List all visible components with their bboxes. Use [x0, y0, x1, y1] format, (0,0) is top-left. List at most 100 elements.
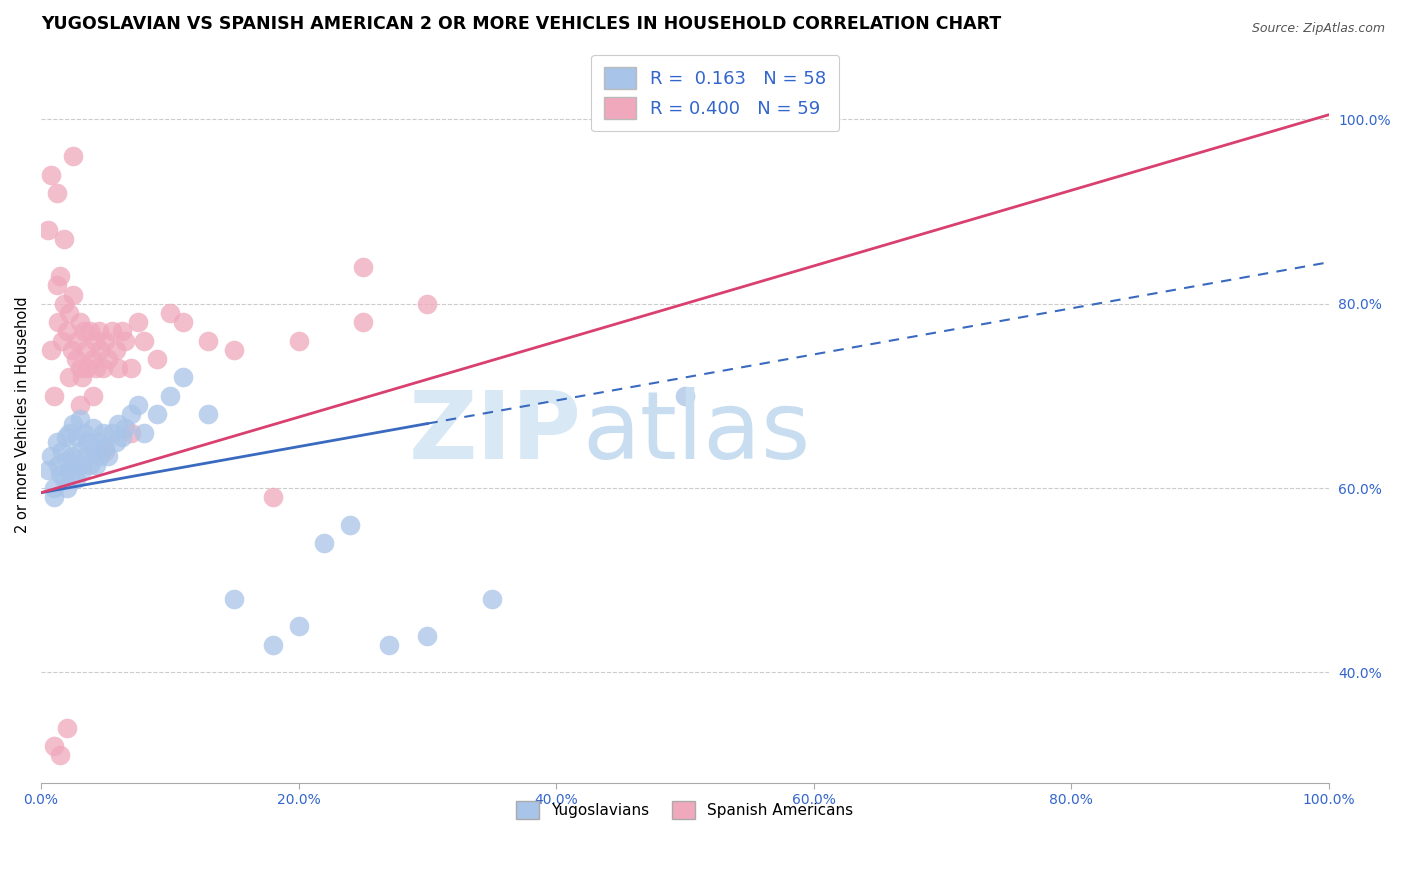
Point — [41, 168, 63, 182]
Point — [197, 408, 219, 422]
Point — [69, 458, 91, 472]
Legend: Yugoslavians, Spanish Americans: Yugoslavians, Spanish Americans — [509, 793, 862, 827]
Text: Source: ZipAtlas.com: Source: ZipAtlas.com — [1251, 22, 1385, 36]
Point — [42, 481, 65, 495]
Y-axis label: 2 or more Vehicles in Household: 2 or more Vehicles in Household — [15, 296, 30, 533]
Point — [481, 591, 503, 606]
Point — [101, 325, 124, 339]
Point — [60, 343, 83, 357]
Point — [66, 334, 89, 348]
Point — [172, 315, 194, 329]
Point — [101, 425, 124, 440]
Text: atlas: atlas — [582, 387, 810, 479]
Point — [104, 343, 127, 357]
Point — [79, 458, 101, 472]
Point — [352, 260, 374, 274]
Point — [56, 481, 79, 495]
Point — [75, 343, 97, 357]
Point — [72, 463, 94, 477]
Point — [262, 638, 284, 652]
Point — [49, 269, 72, 284]
Point — [97, 449, 120, 463]
Point — [58, 306, 80, 320]
Point — [132, 425, 155, 440]
Point — [55, 430, 77, 444]
Point — [314, 536, 336, 550]
Point — [94, 444, 117, 458]
Point — [82, 421, 104, 435]
Point — [69, 361, 91, 376]
Point — [72, 325, 94, 339]
Point — [60, 449, 83, 463]
Point — [146, 352, 169, 367]
Point — [224, 343, 246, 357]
Point — [86, 458, 108, 472]
Point — [72, 425, 94, 440]
Point — [62, 417, 84, 431]
Point — [69, 315, 91, 329]
Point — [107, 361, 129, 376]
Point — [111, 325, 134, 339]
Point — [62, 287, 84, 301]
Point — [86, 361, 108, 376]
Point — [62, 149, 84, 163]
Point — [377, 638, 399, 652]
Point — [53, 472, 76, 486]
Point — [416, 629, 439, 643]
Point — [114, 334, 136, 348]
Point — [287, 619, 309, 633]
Point — [673, 389, 696, 403]
Point — [416, 297, 439, 311]
Point — [49, 748, 72, 763]
Point — [72, 370, 94, 384]
Point — [89, 449, 111, 463]
Point — [53, 297, 76, 311]
Point — [120, 408, 142, 422]
Point — [46, 458, 69, 472]
Point — [82, 352, 104, 367]
Point — [69, 444, 91, 458]
Point — [58, 463, 80, 477]
Text: ZIP: ZIP — [409, 387, 582, 479]
Point — [51, 444, 73, 458]
Point — [75, 449, 97, 463]
Point — [262, 491, 284, 505]
Point — [37, 223, 59, 237]
Point — [89, 343, 111, 357]
Point — [87, 435, 110, 450]
Text: YUGOSLAVIAN VS SPANISH AMERICAN 2 OR MORE VEHICLES IN HOUSEHOLD CORRELATION CHAR: YUGOSLAVIAN VS SPANISH AMERICAN 2 OR MOR… — [41, 15, 1001, 33]
Point — [91, 361, 114, 376]
Point — [42, 739, 65, 754]
Point — [97, 352, 120, 367]
Point — [94, 440, 117, 454]
Point — [56, 325, 79, 339]
Point — [127, 315, 149, 329]
Point — [120, 361, 142, 376]
Point — [79, 325, 101, 339]
Point — [339, 518, 361, 533]
Point — [91, 425, 114, 440]
Point — [62, 458, 84, 472]
Point — [146, 408, 169, 422]
Point — [111, 430, 134, 444]
Point — [84, 334, 107, 348]
Point — [352, 315, 374, 329]
Point — [41, 449, 63, 463]
Point — [41, 343, 63, 357]
Point — [94, 334, 117, 348]
Point — [45, 186, 67, 201]
Point — [82, 389, 104, 403]
Point — [287, 334, 309, 348]
Point — [120, 425, 142, 440]
Point — [37, 463, 59, 477]
Point — [76, 435, 98, 450]
Point — [46, 315, 69, 329]
Point — [42, 491, 65, 505]
Point — [53, 232, 76, 246]
Point — [69, 412, 91, 426]
Point — [45, 278, 67, 293]
Point — [49, 467, 72, 482]
Point — [76, 361, 98, 376]
Point — [58, 425, 80, 440]
Point — [127, 398, 149, 412]
